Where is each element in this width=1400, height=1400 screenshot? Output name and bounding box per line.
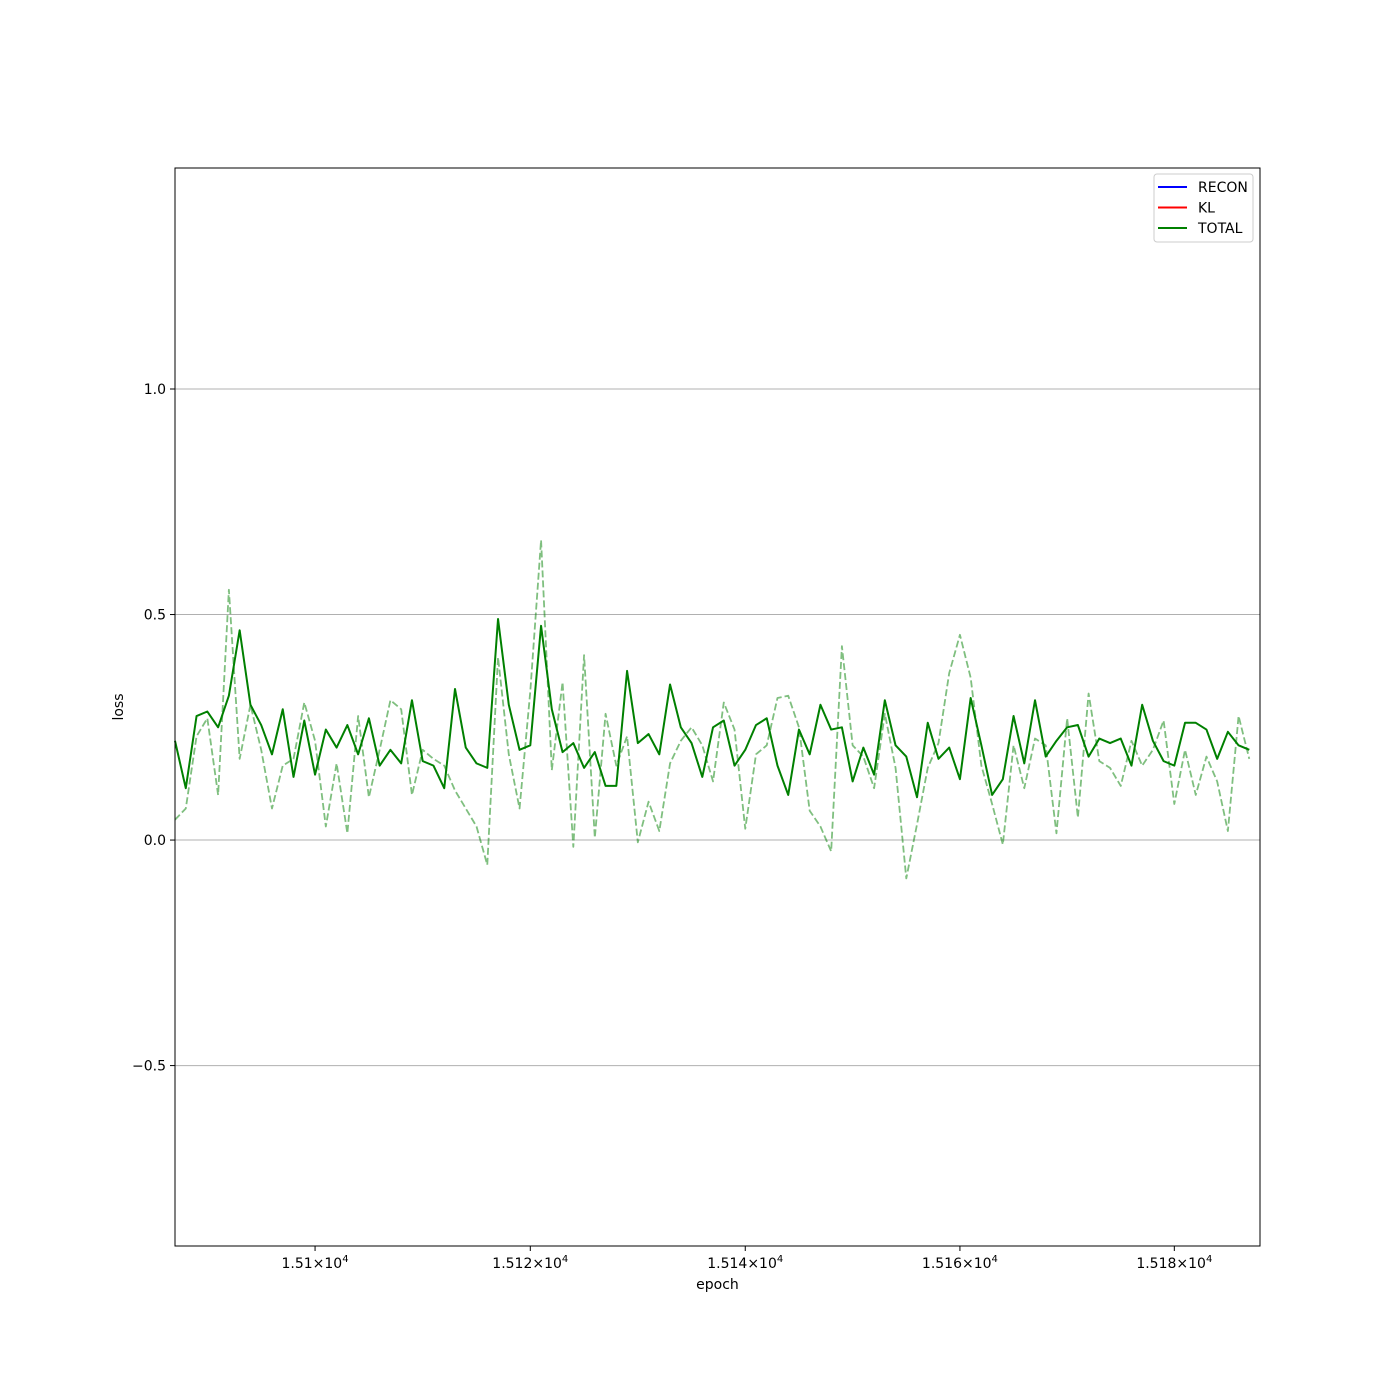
y-tick-label: 1.0 <box>144 382 166 398</box>
plot-frame <box>174 167 1261 1247</box>
legend-label-recon: RECON <box>1198 180 1248 196</box>
y-axis-ticks: −0.5 0.0 0.5 1.0 <box>132 382 175 1075</box>
grid-layer <box>175 388 1260 1067</box>
series-layer <box>174 539 1251 880</box>
y-axis-label: loss <box>111 693 127 720</box>
legend-box <box>1153 173 1254 243</box>
legend: RECON KL TOTAL <box>1153 173 1254 243</box>
total-series-raw-dashed-line <box>174 539 1251 880</box>
y-tick-label: 0.5 <box>144 608 166 624</box>
x-tick-label: 1.51×104 <box>282 1254 349 1272</box>
y-tick-label: 0.0 <box>144 833 166 849</box>
x-tick-label: 1.512×104 <box>492 1254 568 1272</box>
x-tick-label: 1.514×104 <box>707 1254 783 1272</box>
total-series-line <box>174 618 1250 799</box>
x-tick-label: 1.516×104 <box>922 1254 998 1272</box>
x-tick-label: 1.518×104 <box>1136 1254 1212 1272</box>
y-tick-label: −0.5 <box>132 1059 166 1075</box>
legend-label-total: TOTAL <box>1197 221 1243 237</box>
x-axis-label: epoch <box>696 1277 739 1293</box>
x-axis-ticks: 1.51×104 1.512×104 1.514×104 1.516×104 1.518… <box>282 1246 1212 1272</box>
legend-label-kl: KL <box>1198 201 1215 217</box>
